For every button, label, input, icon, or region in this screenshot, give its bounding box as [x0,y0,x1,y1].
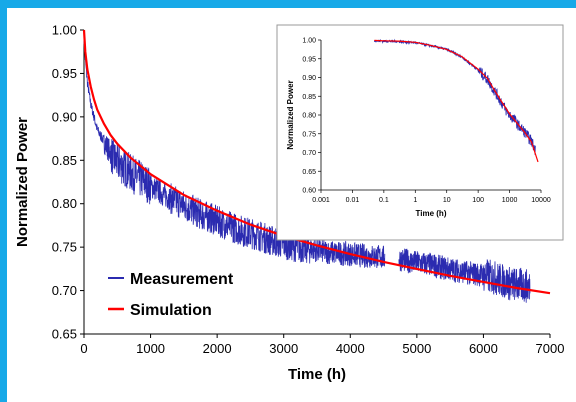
main-x-tick-label: 3000 [269,341,298,356]
inset-chart: 0.60 0.65 0.70 0.75 0.80 0.85 0.90 0.95 1.00 0.00… [277,25,563,240]
main-x-tick-label: 1000 [136,341,165,356]
inset-background [277,25,563,240]
inset-x-tick-label: 0.01 [346,197,360,204]
inset-y-tick-label: 0.85 [302,94,316,101]
inset-x-tick-label: 10000 [531,197,551,204]
inset-x-tick-label: 0.001 [312,197,330,204]
inset-y-tick-label: 0.80 [302,113,316,120]
main-y-tick-label: 0.85 [52,153,77,168]
main-y-tick-label: 0.65 [52,327,77,342]
main-y-tick-label: 0.75 [52,240,77,255]
legend-simulation-label: Simulation [130,302,212,319]
main-y-tick-label: 0.70 [52,283,77,298]
inset-x-tick-label: 10 [443,197,451,204]
inset-x-axis-label: Time (h) [416,209,447,218]
inset-x-tick-label: 100 [472,197,484,204]
inset-y-tick-label: 1.00 [302,38,316,45]
legend-measurement-label: Measurement [130,271,234,288]
main-y-tick-label: 1.00 [52,23,77,38]
chart-svg: 0.65 0.70 0.75 0.80 0.85 0.90 0.95 1.00 0 1000 200… [7,8,576,402]
inset-y-axis-label: Normalized Power [286,80,295,149]
inset-x-tick-label: 1 [413,197,417,204]
main-x-tick-label: 4000 [336,341,365,356]
main-legend: Measurement Simulation [108,271,234,319]
inset-x-tick-label: 1000 [502,197,518,204]
chart-frame: 0.65 0.70 0.75 0.80 0.85 0.90 0.95 1.00 0 1000 200… [7,8,576,402]
inset-y-tick-label: 0.65 [302,169,316,176]
main-x-tick-label: 6000 [469,341,498,356]
inset-y-tick-label: 0.75 [302,131,316,138]
inset-y-tick-label: 0.70 [302,150,316,157]
main-x-tick-label: 7000 [536,341,565,356]
main-y-axis-label: Normalized Power [14,117,31,247]
inset-x-tick-label: 0.1 [379,197,389,204]
main-x-tick-label: 5000 [402,341,431,356]
main-y-tick-label: 0.90 [52,109,77,124]
main-y-tick-label: 0.80 [52,196,77,211]
main-x-axis-label: Time (h) [288,366,346,383]
main-x-tick-label: 2000 [203,341,232,356]
main-y-tick-label: 0.95 [52,66,77,81]
inset-y-tick-label: 0.60 [302,188,316,195]
inset-y-tick-label: 0.90 [302,75,316,82]
inset-y-tick-label: 0.95 [302,56,316,63]
main-x-tick-label: 0 [80,341,87,356]
